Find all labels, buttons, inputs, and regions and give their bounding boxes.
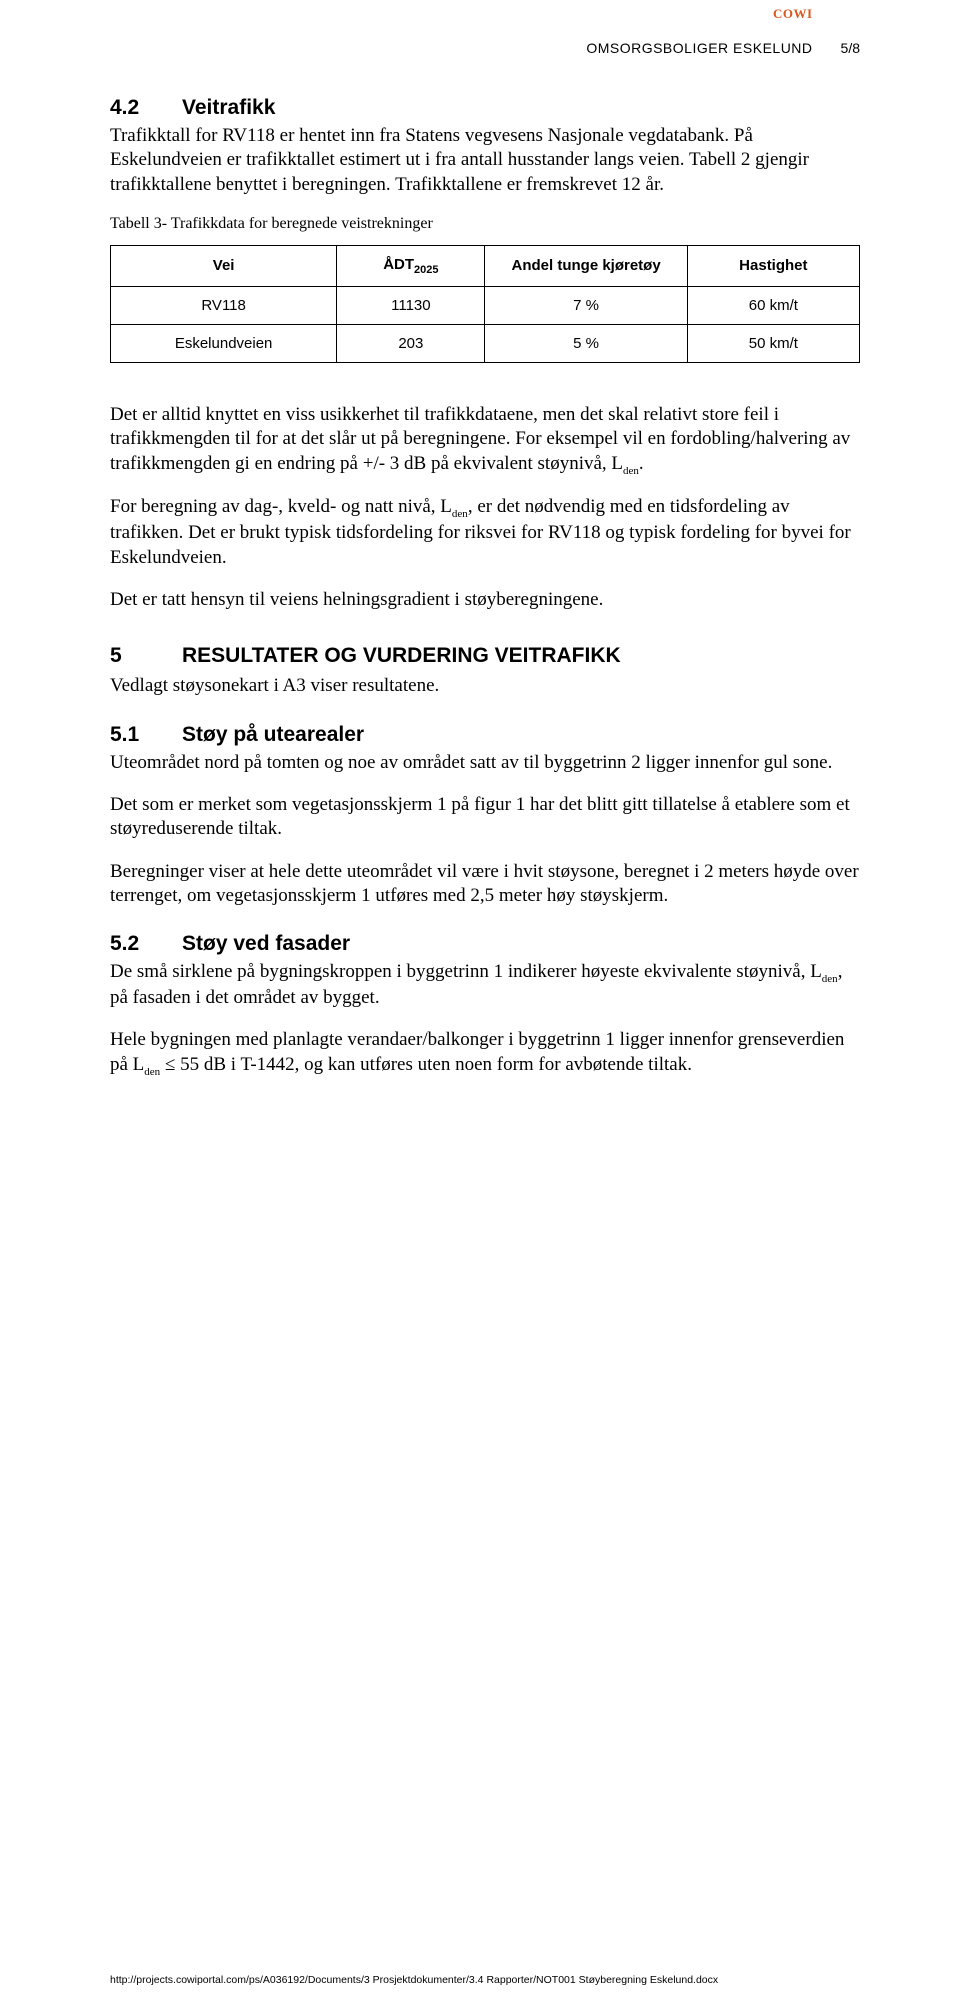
cell: 7 % [485, 286, 687, 324]
cell: 5 % [485, 324, 687, 362]
paragraph: Beregninger viser at hele dette uteområd… [110, 860, 860, 909]
page-footer: http://projects.cowiportal.com/ps/A03619… [110, 1974, 860, 1986]
section-title: Støy på utearealer [182, 723, 364, 746]
paragraph: Det er alltid knyttet en viss usikkerhet… [110, 403, 860, 478]
paragraph: Vedlagt støysonekart i A3 viser resultat… [110, 674, 860, 698]
paragraph: Det er tatt hensyn til veiens helningsgr… [110, 588, 860, 612]
paragraph: De små sirklene på bygningskroppen i byg… [110, 960, 860, 1010]
traffic-data-table: Vei ÅDT2025 Andel tunge kjøretøy Hastigh… [110, 245, 860, 363]
paragraph: Hele bygningen med planlagte verandaer/b… [110, 1028, 860, 1078]
section-number: 5.1 [110, 723, 182, 747]
paragraph: For beregning av dag-, kveld- og natt ni… [110, 495, 860, 570]
col-hastighet: Hastighet [687, 245, 859, 286]
section-number: 5.2 [110, 932, 182, 956]
paragraph: Trafikktall for RV118 er hentet inn fra … [110, 124, 860, 197]
section-title: Veitrafikk [182, 96, 275, 119]
col-vei: Vei [111, 245, 337, 286]
table-row: RV118 11130 7 % 60 km/t [111, 286, 860, 324]
cell: 50 km/t [687, 324, 859, 362]
col-andel: Andel tunge kjøretøy [485, 245, 687, 286]
col-adt: ÅDT2025 [337, 245, 485, 286]
page-header: COWI OMSORGSBOLIGER ESKELUND 5/8 [110, 40, 860, 58]
table-header-row: Vei ÅDT2025 Andel tunge kjøretøy Hastigh… [111, 245, 860, 286]
section-5-1-heading: 5.1Støy på utearealer [110, 723, 860, 747]
section-title: RESULTATER OG VURDERING VEITRAFIKK [182, 644, 621, 667]
cell: 11130 [337, 286, 485, 324]
table-caption: Tabell 3- Trafikkdata for beregnede veis… [110, 215, 860, 233]
cell: 60 km/t [687, 286, 859, 324]
section-number: 5 [110, 644, 182, 668]
cell: 203 [337, 324, 485, 362]
document-title: OMSORGSBOLIGER ESKELUND [586, 40, 812, 56]
section-5-heading: 5RESULTATER OG VURDERING VEITRAFIKK [110, 644, 860, 668]
brand-logo: COWI [773, 6, 813, 22]
page-number: 5/8 [841, 40, 860, 56]
cell: RV118 [111, 286, 337, 324]
document-page: COWI OMSORGSBOLIGER ESKELUND 5/8 4.2Veit… [0, 0, 960, 2014]
section-4-2-heading: 4.2Veitrafikk [110, 96, 860, 120]
table-row: Eskelundveien 203 5 % 50 km/t [111, 324, 860, 362]
section-number: 4.2 [110, 96, 182, 120]
paragraph: Uteområdet nord på tomten og noe av områ… [110, 751, 860, 775]
section-title: Støy ved fasader [182, 932, 350, 955]
cell: Eskelundveien [111, 324, 337, 362]
paragraph: Det som er merket som vegetasjonsskjerm … [110, 793, 860, 842]
section-5-2-heading: 5.2Støy ved fasader [110, 932, 860, 956]
